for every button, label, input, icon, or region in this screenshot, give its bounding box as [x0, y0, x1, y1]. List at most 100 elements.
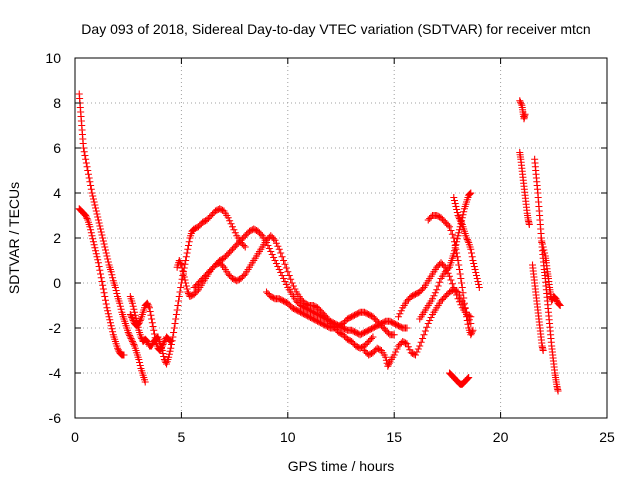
data-point-marker: [287, 275, 295, 283]
data-point-marker: [464, 374, 472, 382]
data-point-marker: [125, 330, 133, 338]
data-point-marker: [167, 338, 175, 345]
data-point-marker: [181, 260, 189, 268]
data-point-marker: [463, 375, 471, 383]
data-point-marker: [472, 272, 480, 279]
series-trace-p: [531, 155, 562, 395]
y-tick-label: 0: [53, 275, 61, 291]
data-point-marker: [102, 246, 110, 254]
y-tick-label: 10: [45, 50, 61, 66]
data-point-marker: [160, 339, 168, 347]
data-point-marker: [444, 265, 452, 273]
data-point-marker: [451, 200, 459, 207]
data-point-marker: [83, 215, 91, 222]
data-point-marker: [98, 278, 106, 285]
y-tick-label: 4: [53, 185, 61, 201]
data-point-marker: [98, 231, 106, 239]
data-point-marker: [137, 333, 145, 341]
data-point-marker: [94, 213, 102, 221]
data-point-marker: [473, 275, 481, 282]
data-point-marker: [451, 287, 459, 295]
data-point-marker: [271, 257, 279, 264]
data-point-marker: [135, 320, 143, 327]
data-point-marker: [136, 359, 144, 366]
data-point-marker: [474, 278, 482, 285]
data-point-marker: [384, 362, 392, 370]
data-point-marker: [472, 269, 480, 276]
data-point-marker: [99, 285, 107, 293]
data-point-marker: [92, 204, 100, 212]
data-point-marker: [540, 246, 548, 254]
data-point-marker: [166, 337, 174, 345]
x-tick-label: 5: [178, 429, 186, 445]
data-point-marker: [80, 148, 88, 156]
x-tick-label: 10: [280, 429, 296, 445]
data-point-marker: [468, 249, 476, 257]
data-point-marker: [86, 223, 94, 231]
data-point-marker: [453, 206, 461, 213]
series-trace-g: [263, 288, 398, 339]
data-point-marker: [450, 284, 458, 291]
data-point-marker: [166, 347, 174, 355]
data-point-marker: [470, 263, 478, 270]
data-point-marker: [538, 240, 546, 248]
data-point-marker: [84, 170, 92, 178]
data-point-marker: [419, 285, 427, 293]
data-point-marker: [129, 317, 137, 324]
data-point-marker: [92, 247, 100, 255]
data-point-marker: [145, 304, 153, 312]
series-trace-l: [450, 194, 483, 291]
data-point-marker: [184, 245, 192, 253]
data-point-marker: [90, 241, 98, 249]
data-point-marker: [453, 209, 461, 216]
data-point-marker: [95, 219, 103, 227]
data-point-marker: [99, 237, 107, 245]
data-point-marker: [129, 302, 137, 310]
data-point-marker: [185, 238, 193, 246]
data-point-marker: [93, 253, 101, 261]
data-point-marker: [129, 339, 137, 347]
data-point-marker: [265, 245, 273, 252]
data-point-marker: [460, 208, 468, 216]
data-point-marker: [144, 301, 152, 309]
data-point-marker: [455, 226, 463, 234]
data-point-marker: [257, 230, 265, 238]
data-point-marker: [128, 299, 136, 307]
data-point-marker: [413, 348, 421, 356]
data-point-marker: [184, 288, 192, 296]
data-point-marker: [268, 251, 276, 258]
data-point-marker: [516, 97, 524, 105]
data-point-marker: [90, 198, 98, 206]
data-point-marker: [291, 285, 299, 293]
data-point-marker: [103, 252, 111, 260]
y-tick-label: -6: [49, 410, 62, 426]
series-trace-c: [126, 205, 249, 368]
data-point-marker: [165, 350, 173, 358]
data-point-marker: [224, 214, 232, 222]
data-point-marker: [113, 290, 121, 297]
data-point-marker: [128, 336, 136, 344]
data-point-marker: [433, 286, 441, 294]
data-point-marker: [240, 242, 248, 249]
data-point-marker: [228, 223, 236, 231]
data-point-marker: [167, 344, 175, 352]
data-point-marker: [470, 260, 478, 267]
data-point-marker: [175, 293, 183, 300]
data-point-marker: [457, 301, 465, 309]
data-point-marker: [193, 287, 201, 295]
data-point-marker: [463, 313, 471, 321]
data-point-marker: [468, 253, 476, 261]
data-point-marker: [369, 333, 377, 341]
data-point-marker: [179, 267, 187, 275]
series-trace-i: [394, 259, 475, 321]
data-point-marker: [94, 256, 102, 264]
data-point-marker: [421, 327, 429, 335]
data-point-marker: [156, 347, 164, 354]
data-point-marker: [267, 248, 275, 255]
data-point-marker: [120, 351, 128, 359]
data-point-marker: [127, 312, 135, 320]
data-point-marker: [82, 212, 90, 219]
data-point-marker: [174, 302, 182, 309]
data-point-marker: [146, 308, 154, 315]
